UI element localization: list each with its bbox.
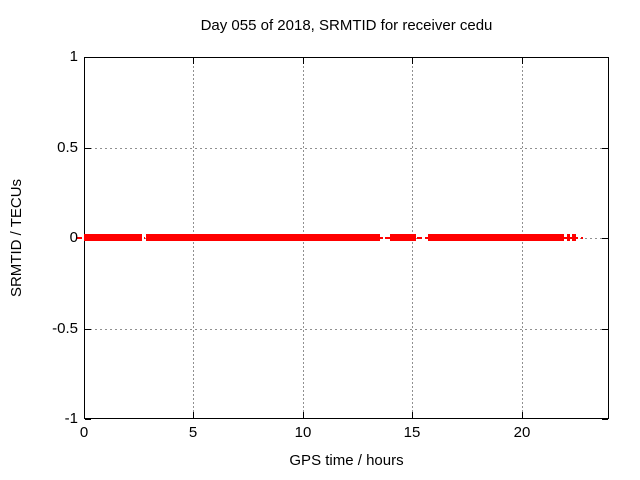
data-segment: [76, 237, 82, 239]
x-tick-label: 0: [79, 424, 89, 441]
y-tick-label: -1: [64, 410, 78, 427]
y-tick-left: [85, 148, 91, 149]
x-tick-label: 15: [403, 424, 421, 441]
y-tick-left: [85, 329, 91, 330]
y-tick-left: [85, 419, 91, 420]
x-tick-bottom: [303, 412, 304, 418]
x-tick-bottom: [522, 412, 523, 418]
data-segment: [570, 237, 572, 239]
y-gridline: [85, 329, 608, 330]
chart-title: Day 055 of 2018, SRMTID for receiver ced…: [200, 17, 493, 34]
x-tick-top: [193, 58, 194, 64]
data-segment: [390, 234, 416, 241]
x-tick-top: [522, 58, 523, 64]
x-tick-bottom: [412, 412, 413, 418]
data-segment: [417, 237, 422, 239]
data-segment: [379, 237, 383, 239]
data-segment: [428, 234, 564, 241]
y-tick-left: [85, 57, 91, 58]
x-tick-label: 20: [513, 424, 531, 441]
y-tick-label: 1: [69, 48, 78, 65]
y-tick-label: -0.5: [52, 320, 78, 337]
data-segment: [144, 237, 145, 239]
y-tick-right: [602, 57, 608, 58]
x-axis-label: GPS time / hours: [289, 452, 404, 469]
data-segment: [146, 234, 380, 241]
x-tick-top: [84, 58, 85, 64]
x-tick-bottom: [84, 412, 85, 418]
x-tick-label: 5: [188, 424, 198, 441]
data-segment: [564, 237, 567, 239]
data-segment: [572, 234, 576, 241]
data-segment: [567, 234, 570, 241]
x-tick-label: 10: [294, 424, 312, 441]
y-tick-label: 0.5: [57, 139, 78, 156]
y-tick-right: [602, 148, 608, 149]
data-segment: [84, 234, 142, 241]
x-tick-bottom: [193, 412, 194, 418]
x-tick-top: [303, 58, 304, 64]
data-segment: [425, 237, 428, 239]
y-tick-right: [602, 238, 608, 239]
y-tick-right: [602, 329, 608, 330]
y-tick-label: 0: [69, 229, 78, 246]
plot-area: [76, 57, 609, 420]
y-gridline: [85, 148, 608, 149]
data-segment: [581, 237, 583, 239]
plot-layer: [76, 57, 609, 420]
data-segment: [576, 237, 578, 239]
data-segment: [385, 237, 390, 239]
y-tick-right: [602, 419, 608, 420]
x-tick-top: [412, 58, 413, 64]
